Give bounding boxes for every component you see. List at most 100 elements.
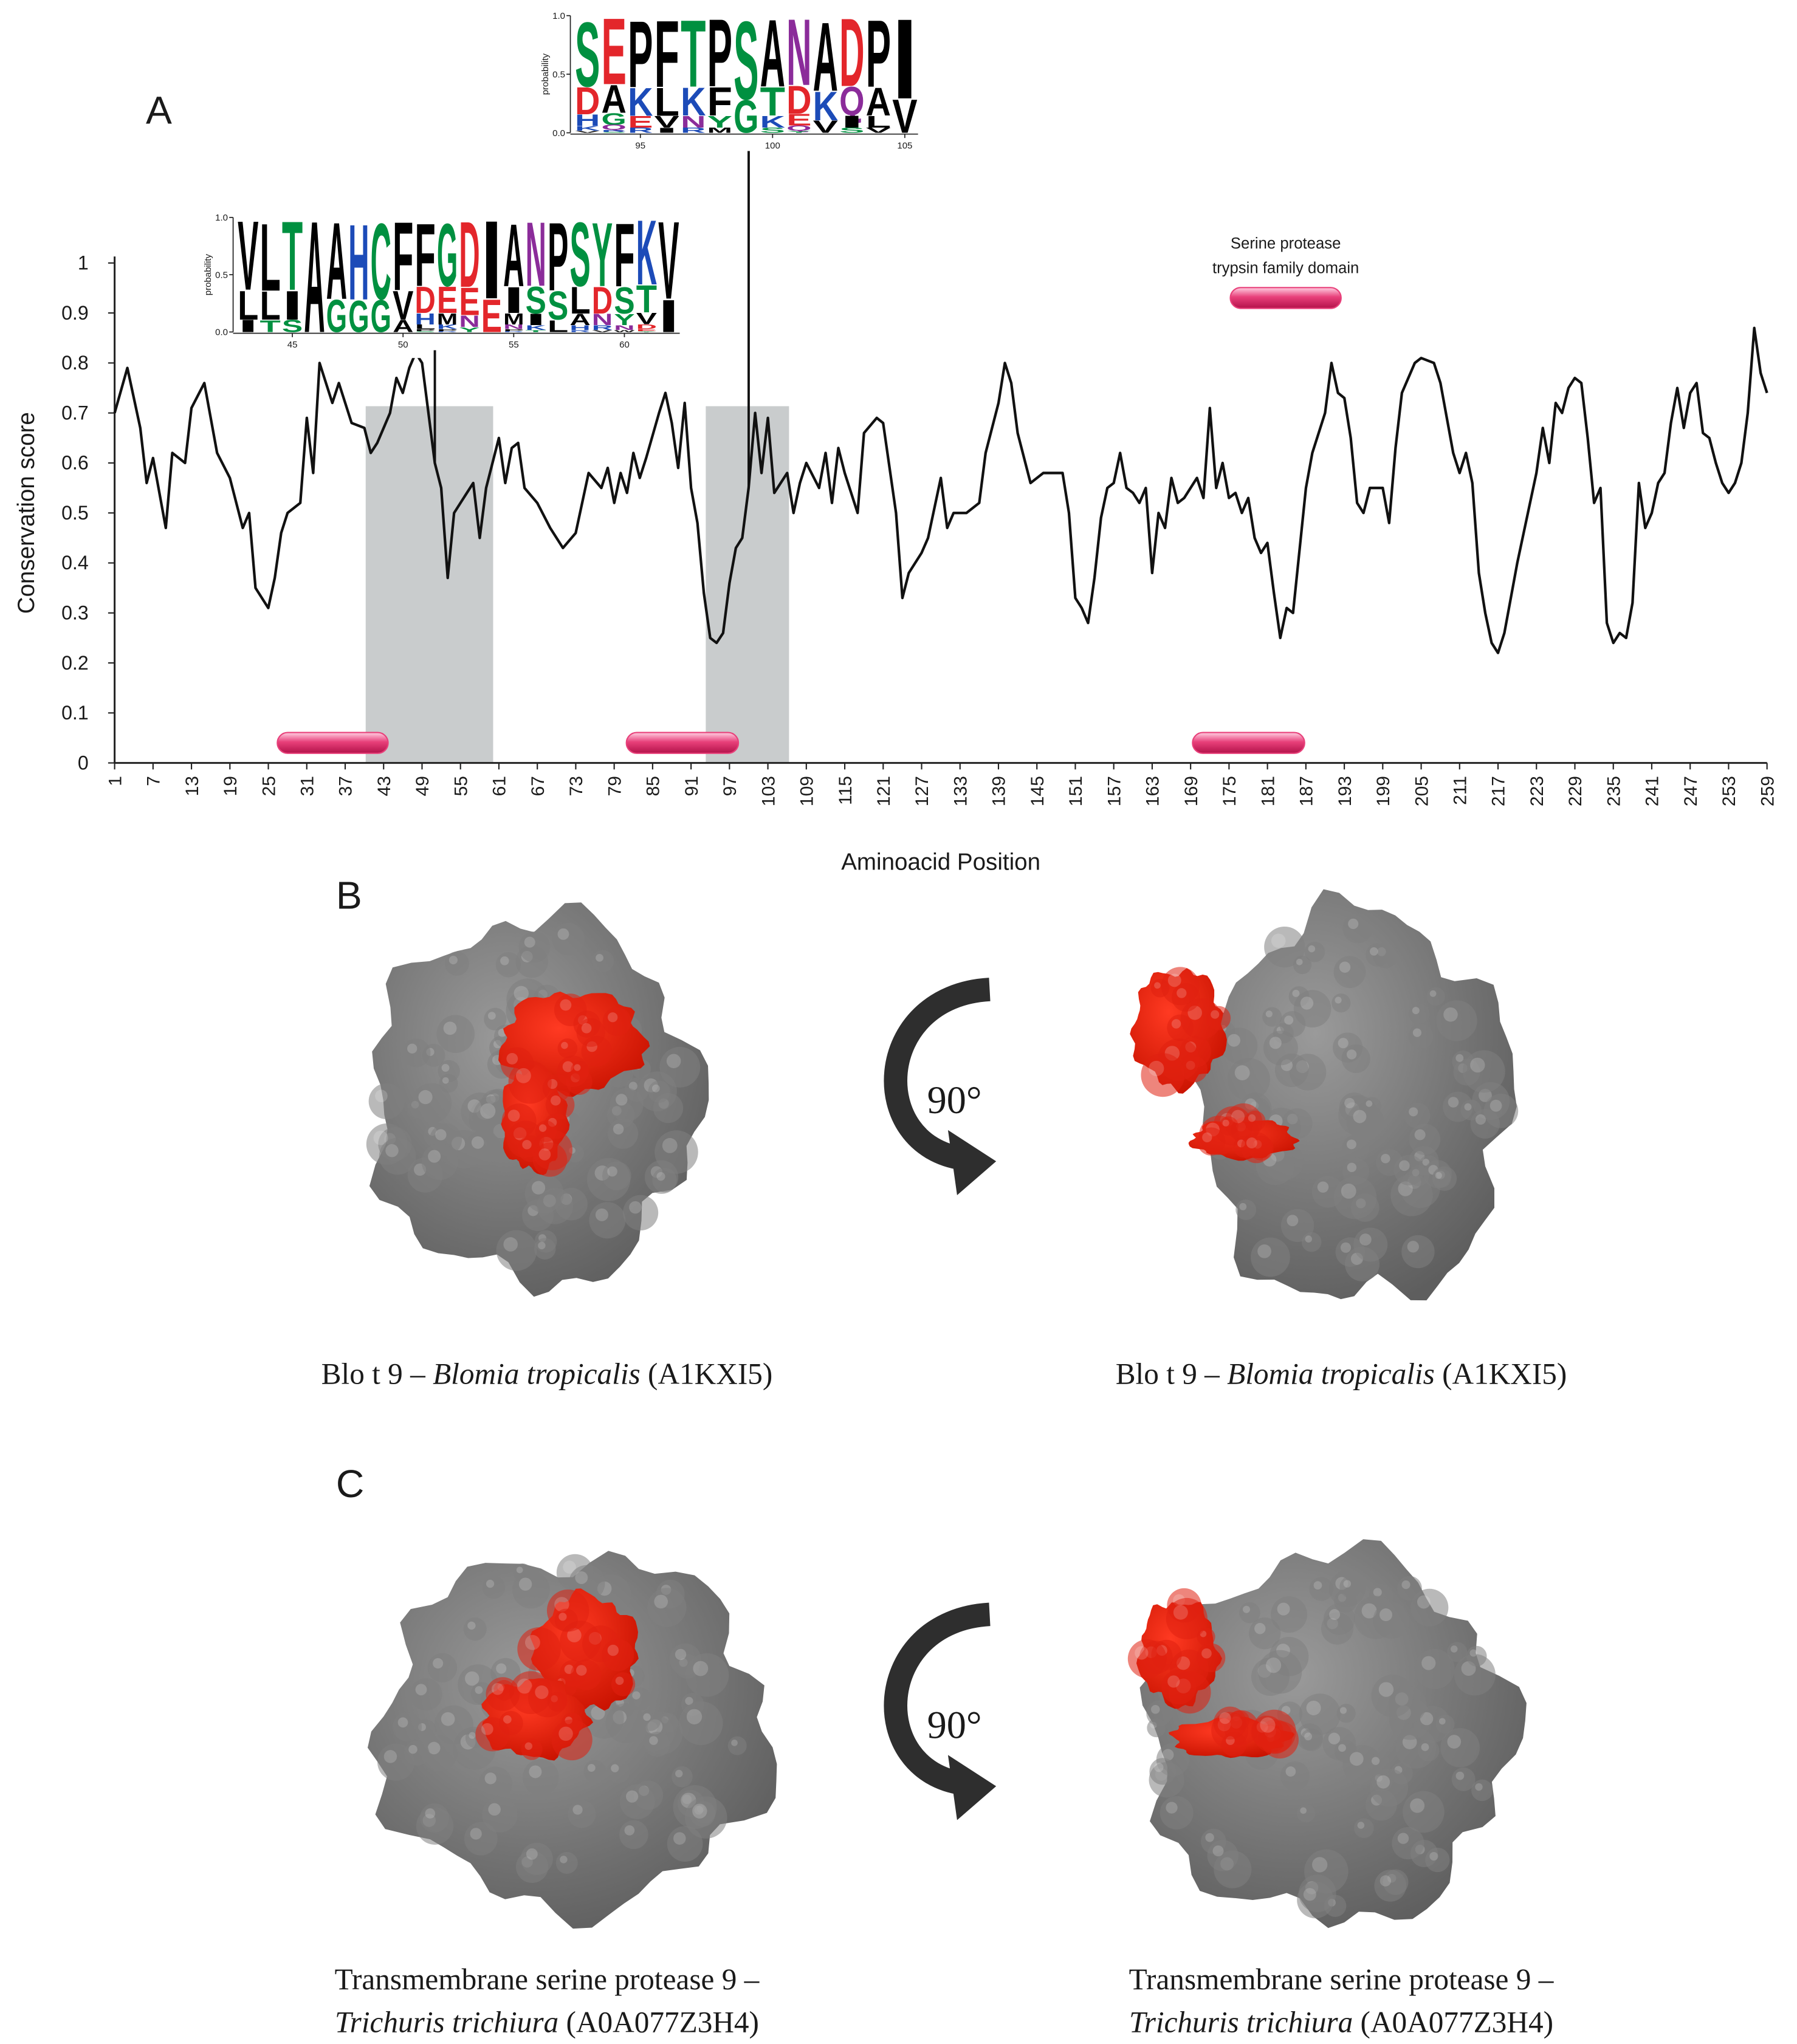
- logo-x-tick-label: 45: [287, 340, 298, 350]
- surface-highlight: [1421, 1656, 1435, 1670]
- surface-highlight: [1399, 1161, 1410, 1171]
- surface-highlight: [613, 1124, 624, 1135]
- surface-highlight: [1347, 1163, 1356, 1172]
- surface-highlight: [652, 1085, 660, 1092]
- surface-highlight: [1318, 1181, 1328, 1192]
- surface-highlight: [480, 1103, 495, 1119]
- surface-bump: [1440, 1728, 1480, 1768]
- logo-letter: W: [614, 329, 637, 332]
- surface-highlight: [574, 1064, 580, 1071]
- surface-highlight: [1287, 1215, 1298, 1226]
- surface-bump: [1252, 1710, 1296, 1754]
- surface-highlight: [1307, 1701, 1321, 1715]
- caption-species: Trichuris trichiura: [335, 2006, 558, 2039]
- domain-bar: [277, 733, 388, 753]
- protein-structure: [1130, 889, 1518, 1300]
- rotation-arrow: [896, 989, 990, 1159]
- surface-bump: [1447, 1642, 1467, 1662]
- surface-highlight: [1430, 990, 1437, 997]
- surface-highlight: [1304, 1732, 1312, 1740]
- conservation-plot: ASerine proteasetrypsin family domain00.…: [13, 0, 1778, 875]
- surface-highlight: [560, 1856, 567, 1863]
- surface-bump: [1466, 1646, 1487, 1667]
- y-tick-label: 0: [78, 752, 89, 773]
- x-tick-label: 157: [1104, 776, 1124, 806]
- x-tick-label: 181: [1258, 776, 1278, 806]
- logo-x-tick-label: 60: [619, 340, 630, 350]
- surface-bump: [1373, 1602, 1409, 1639]
- surface-bump: [410, 1678, 442, 1710]
- domain-bar: [1192, 733, 1304, 753]
- domain-label: Serine protease: [1231, 235, 1341, 252]
- surface-highlight: [428, 1742, 441, 1755]
- surface-highlight: [654, 1595, 668, 1609]
- y-tick-label: 0.5: [61, 502, 89, 524]
- surface-bump: [1235, 1199, 1256, 1220]
- x-tick-label: 43: [374, 776, 394, 796]
- surface-highlight: [675, 1649, 686, 1660]
- surface-highlight: [1455, 1054, 1463, 1062]
- surface-bump: [1401, 1235, 1434, 1268]
- surface-bump: [509, 1060, 552, 1103]
- panel-label: B: [336, 874, 362, 917]
- surface-highlight: [485, 1772, 496, 1784]
- surface-bump: [1302, 1232, 1322, 1252]
- surface-bump: [369, 1083, 405, 1119]
- surface-highlight: [1447, 1735, 1461, 1749]
- surface-highlight: [582, 1023, 592, 1034]
- surface-highlight: [500, 956, 509, 965]
- x-tick-label: 145: [1028, 776, 1048, 806]
- surface-highlight: [1341, 1184, 1356, 1199]
- surface-bump: [428, 1653, 457, 1682]
- surface-highlight: [475, 1686, 483, 1694]
- surface-highlight: [1304, 1888, 1316, 1901]
- surface-bump: [602, 1639, 634, 1671]
- surface-bump: [589, 1202, 625, 1238]
- caption-accession: (A1KXI5): [641, 1357, 773, 1391]
- surface-bump: [393, 1712, 422, 1741]
- surface-bump: [1251, 1238, 1290, 1277]
- y-tick-label: 0.3: [61, 602, 89, 623]
- surface-highlight: [492, 1683, 504, 1695]
- caption-name: Blo t 9 –: [1116, 1357, 1227, 1391]
- surface-bump: [1301, 1729, 1323, 1751]
- surface-bump: [685, 1796, 727, 1838]
- logo-letter: S: [839, 126, 865, 135]
- surface-bump: [1436, 1000, 1477, 1041]
- surface-highlight: [572, 1805, 582, 1814]
- surface-bump: [551, 1720, 592, 1760]
- surface-highlight: [1201, 1648, 1212, 1659]
- logo-letter: S: [760, 127, 786, 135]
- page: {"chart_data": { "type": "line", "panel"…: [0, 0, 1797, 2044]
- surface-highlight: [1358, 1822, 1365, 1829]
- x-tick-label: 187: [1297, 776, 1317, 806]
- surface-highlight: [624, 1825, 634, 1836]
- surface-bump: [466, 1130, 501, 1165]
- surface-highlight: [1344, 1580, 1351, 1587]
- surface-highlight: [1409, 1107, 1418, 1116]
- surface-highlight: [1243, 1606, 1250, 1613]
- surface-highlight: [470, 1828, 482, 1839]
- surface-highlight: [1257, 1244, 1271, 1258]
- surface-bump: [464, 1617, 487, 1641]
- surface-highlight: [1312, 1857, 1327, 1872]
- surface-highlight: [607, 1167, 617, 1177]
- surface-highlight: [1379, 1682, 1393, 1696]
- surface-bump: [1197, 1643, 1226, 1672]
- surface-highlight: [596, 954, 603, 962]
- surface-bump: [1208, 1840, 1239, 1871]
- surface-bump: [1484, 1094, 1519, 1128]
- surface-highlight: [526, 1848, 538, 1860]
- x-tick-label: 169: [1181, 776, 1201, 806]
- surface-highlight: [516, 1068, 531, 1083]
- surface-highlight: [1167, 1675, 1180, 1687]
- x-tick-label: 133: [950, 776, 971, 806]
- surface-bump: [1206, 1006, 1231, 1031]
- logo-y-tick-label: 1.0: [552, 11, 565, 21]
- surface-bump: [558, 1038, 578, 1058]
- surface-highlight: [1172, 1019, 1181, 1028]
- surface-bump: [1397, 1576, 1422, 1601]
- logo-letter: T: [260, 317, 281, 335]
- surface-bump: [1297, 1882, 1333, 1918]
- x-tick-label: 37: [336, 776, 356, 796]
